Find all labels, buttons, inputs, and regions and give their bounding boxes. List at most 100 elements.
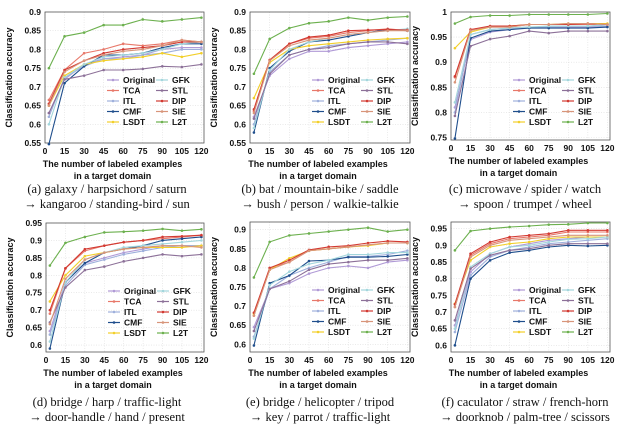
data-point-dip [327, 33, 330, 37]
data-point-cmf [180, 237, 184, 240]
y-tick-label: 0.7 [234, 301, 246, 311]
data-point-lsdt [252, 96, 256, 100]
chart-b: 0.55 0.6 0.65 0.7 0.75 0.8 0.85 0.9 0 15 30 45 60 75 9… [209, 7, 415, 211]
y-tick-label: 0.55 [229, 138, 246, 148]
data-point-dip [141, 239, 145, 242]
legend-marker-cmf [111, 110, 115, 113]
data-point-sie [307, 38, 311, 42]
x-axis-label-line2: in a target domain [279, 171, 357, 181]
legend-label: L2T [578, 117, 594, 127]
data-point-dip [453, 74, 457, 78]
data-point-sie [586, 22, 590, 25]
data-point-tca [141, 44, 145, 47]
data-point-l2t [469, 229, 472, 233]
data-point-cmf [469, 277, 472, 280]
y-tick-label: 0.8 [29, 44, 41, 54]
y-tick-label: 0.75 [25, 288, 42, 298]
y-tick-label: 0.65 [430, 324, 447, 334]
y-axis-label: Classification accuracy [209, 27, 219, 127]
data-point-lsdt [386, 37, 390, 41]
y-tick-label: 0.75 [430, 132, 447, 142]
legend-marker-tca [517, 89, 521, 92]
data-point-lsdt [288, 257, 291, 260]
data-point-itl [102, 57, 105, 61]
caption-line2: → doorknob / palm-tree / scissors [440, 410, 610, 424]
x-tick-label: 60 [524, 355, 534, 365]
data-point-stl [347, 42, 350, 46]
legend-label: L2T [172, 117, 188, 127]
data-point-dip [200, 233, 203, 237]
legend-label: CMF [328, 107, 346, 117]
y-tick-label: 0.55 [24, 138, 41, 148]
data-point-stl [527, 247, 531, 250]
series-line-l2t [454, 12, 608, 25]
y-tick-label: 0.75 [430, 290, 447, 300]
data-point-stl [64, 286, 67, 289]
data-point-stl [268, 287, 271, 291]
legend-label: LSDT [123, 117, 146, 127]
data-point-gfk [453, 101, 457, 104]
data-point-lsdt [200, 51, 203, 55]
data-point-l2t [180, 229, 184, 232]
data-point-original [180, 46, 184, 49]
data-point-sie [121, 50, 125, 53]
y-tick-label: 0.7 [29, 82, 41, 92]
data-point-l2t [469, 15, 472, 19]
data-point-stl [386, 258, 390, 262]
data-point-dip [586, 229, 590, 232]
y-tick-label: 0.85 [430, 257, 447, 267]
data-point-l2t [47, 66, 51, 70]
x-tick-label: 45 [99, 146, 109, 156]
data-point-cmf [252, 344, 256, 347]
legend-label: CMF [529, 107, 547, 117]
data-point-stl [488, 254, 492, 257]
legend-label: L2T [578, 327, 594, 337]
data-point-sie [366, 243, 370, 247]
legend-marker-original [316, 78, 320, 82]
data-point-gfk [586, 24, 590, 28]
legend-label: SIE [377, 317, 391, 327]
data-point-stl [83, 268, 87, 272]
data-point-gfk [586, 237, 590, 240]
data-point-sie [347, 33, 350, 36]
x-axis-label-line2: in a target domain [74, 171, 152, 181]
legend-label: SIE [173, 318, 187, 328]
data-point-gfk [527, 244, 531, 247]
data-point-sie [180, 38, 184, 42]
data-point-dip [63, 68, 66, 72]
data-point-tca [347, 31, 350, 34]
data-point-dip [180, 234, 184, 238]
legend-label: SIE [578, 317, 592, 327]
data-point-cmf [63, 81, 66, 85]
data-point-tca [48, 312, 52, 315]
data-point-gfk [252, 126, 256, 130]
data-point-cmf [406, 253, 409, 256]
data-point-tca [160, 42, 164, 46]
data-point-stl [527, 29, 531, 33]
data-point-original [347, 46, 350, 49]
data-point-sie [488, 244, 492, 247]
data-point-sie [64, 277, 67, 281]
data-point-stl [252, 117, 256, 120]
data-point-l2t [268, 37, 271, 41]
x-tick-label: 75 [138, 146, 148, 156]
data-point-dip [606, 229, 609, 232]
data-point-original [307, 272, 311, 275]
data-point-lsdt [83, 254, 87, 258]
legend-label: DIP [578, 96, 593, 106]
legend-marker-cmf [316, 110, 320, 113]
x-tick-label: 30 [80, 355, 90, 365]
data-point-cmf [453, 344, 457, 347]
data-point-cmf [82, 64, 86, 68]
data-point-stl [288, 53, 291, 57]
data-point-itl [307, 266, 311, 270]
legend-label: GFK [377, 75, 396, 85]
data-point-l2t [386, 230, 390, 233]
y-tick-label: 0.8 [435, 107, 447, 117]
x-tick-label: 30 [485, 143, 495, 153]
data-point-stl [268, 72, 271, 76]
data-point-sie [527, 23, 531, 26]
data-point-sie [141, 48, 145, 51]
legend-marker-original [517, 288, 521, 292]
